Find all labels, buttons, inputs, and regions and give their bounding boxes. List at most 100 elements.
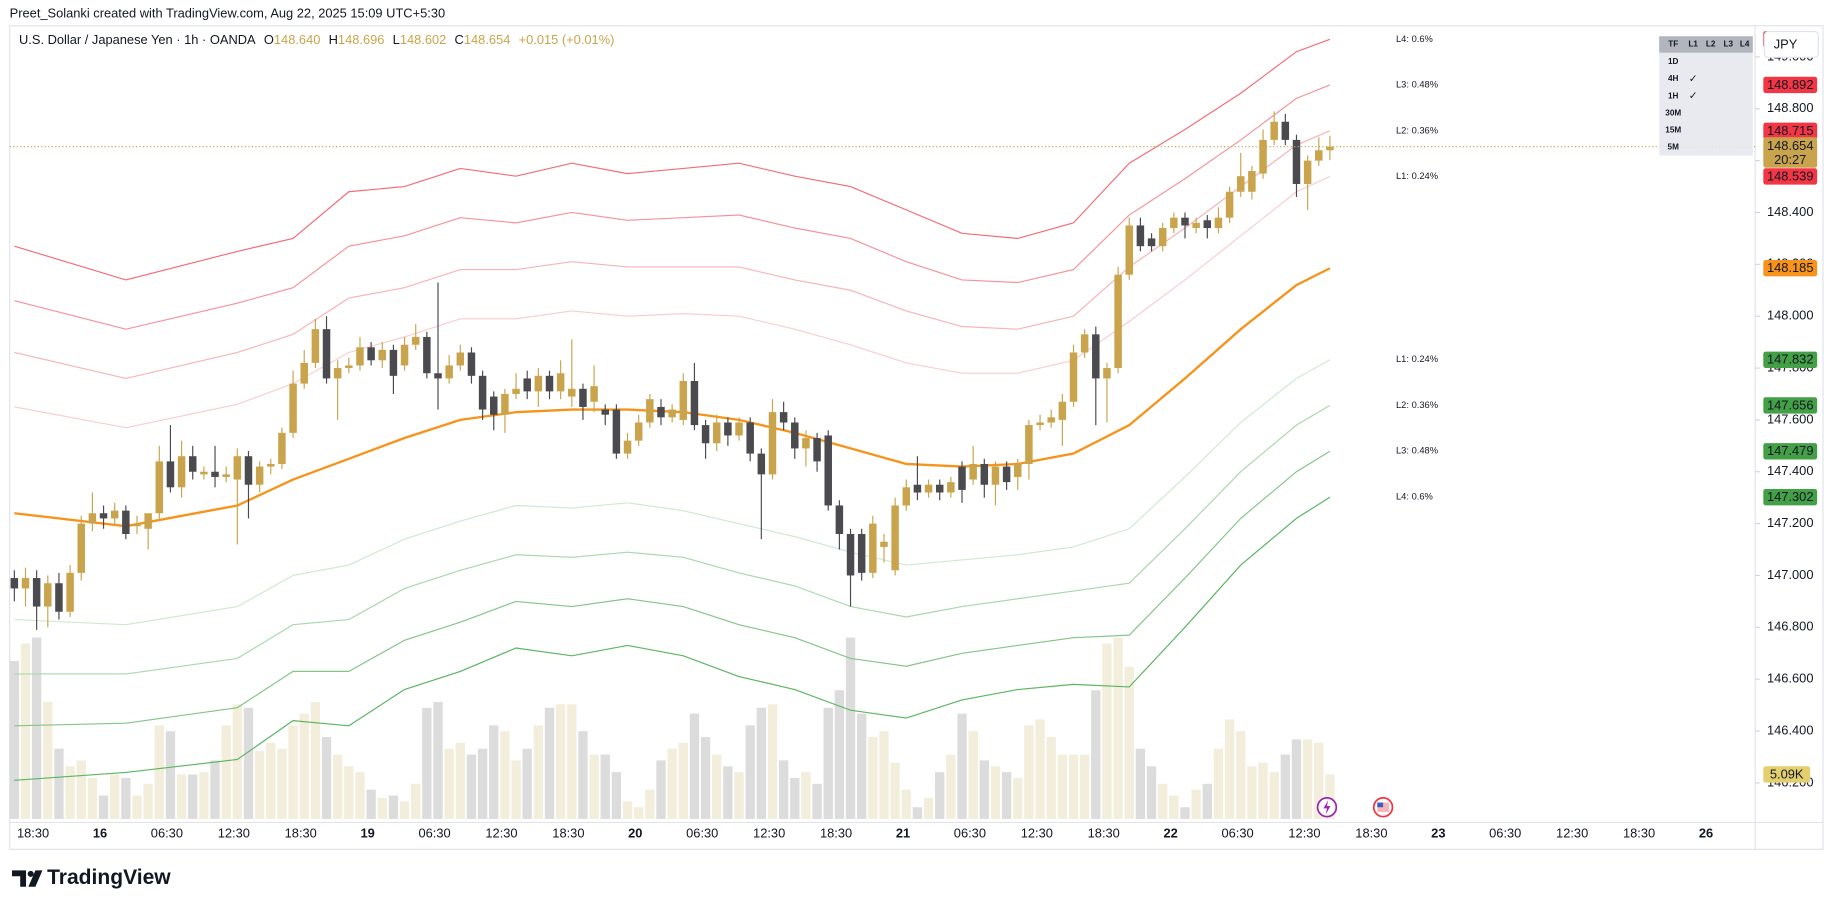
volume-bar (87, 777, 98, 819)
x-tick-label: 12:30 (1021, 826, 1053, 841)
volume-bar (43, 701, 53, 819)
candle-body (1158, 228, 1167, 247)
candle-body (356, 347, 364, 366)
candle-body (556, 373, 565, 392)
candle-body (824, 435, 832, 506)
volume-bar (879, 731, 889, 819)
volume-bar (500, 731, 510, 819)
volume-bar (856, 713, 867, 819)
candle-body (1002, 466, 1011, 483)
candle-body (110, 510, 119, 519)
volume-bar (979, 760, 989, 819)
volume-bar (210, 760, 220, 819)
band-label: L3: 0.48% (1396, 79, 1438, 89)
band-badge: 148.892 (1767, 77, 1813, 92)
volume-bar (511, 760, 521, 819)
volume-bar (76, 760, 86, 819)
candle-body (991, 466, 1000, 485)
volume-bar (778, 760, 789, 819)
x-tick-label: 23 (1431, 826, 1445, 841)
y-tick-label: 148.800 (1767, 100, 1813, 115)
candle-body (1014, 463, 1022, 477)
x-tick-label: 18:30 (552, 826, 584, 841)
volume-badge: 5.09K (1770, 766, 1804, 781)
volume-bar (912, 807, 923, 819)
volume-bar (165, 731, 176, 819)
volume-bar (288, 725, 298, 819)
volume-bar (622, 801, 633, 819)
x-tick-label: 06:30 (418, 826, 450, 841)
candle-body (478, 375, 487, 410)
volume-bar (20, 643, 31, 819)
candle-body (891, 505, 899, 571)
candle-body (1069, 352, 1078, 402)
volume-bar (868, 737, 878, 819)
band-line (14, 450, 1331, 727)
volume-bar (834, 690, 845, 819)
legend-change: +0.015 (+0.01%) (519, 32, 615, 47)
volume-badge-bg (1763, 766, 1811, 783)
candle-body (1080, 334, 1089, 353)
volume-bar (143, 783, 153, 819)
candle-body (1203, 220, 1212, 229)
volume-bar (388, 795, 399, 819)
candle-body (378, 349, 387, 361)
band-line (14, 38, 1331, 281)
volume-bar (667, 748, 677, 819)
volume-bar (1091, 690, 1101, 819)
volume-bar (1325, 774, 1335, 819)
candle-body (1092, 334, 1100, 379)
candle-body (1114, 274, 1122, 369)
band-label: L1: 0.24% (1396, 354, 1438, 364)
candle-body (902, 487, 911, 506)
volume-bar (121, 777, 131, 819)
candle-body (255, 466, 264, 485)
volume-bar (9, 660, 20, 819)
y-tick-label: 148.000 (1767, 308, 1813, 323)
jpy-button-bg[interactable] (1763, 31, 1819, 58)
candle-body (1315, 150, 1323, 161)
volume-bar (723, 766, 733, 819)
tf-check: ✓ (1689, 90, 1698, 102)
symbol-legend: U.S. Dollar / Japanese Yen · 1h · OANDA … (19, 32, 614, 47)
band-badge-bg (1763, 351, 1818, 368)
legend-value: 148.602 (400, 32, 446, 47)
candle-body (924, 484, 933, 493)
volume-bar (1269, 772, 1279, 819)
badges-layer: 149.068148.892148.715148.539147.832147.6… (1763, 31, 1818, 783)
candle-body (333, 368, 342, 379)
candle-body (200, 471, 208, 475)
volume-bar (466, 754, 477, 819)
y-tick-label: 146.400 (1767, 722, 1813, 737)
y-tick-label: 147.600 (1767, 411, 1813, 426)
volume-bar (645, 789, 655, 819)
candle-body (467, 352, 476, 376)
band-label: L1: 0.24% (1396, 171, 1438, 181)
candle-body (278, 432, 286, 464)
brand-logo: TradingView (12, 866, 171, 889)
volume-bar (812, 783, 822, 819)
jpy-button[interactable]: JPY (1763, 31, 1819, 58)
candle-body (1025, 425, 1033, 464)
candle-body (1036, 422, 1044, 426)
tf-header: L2 (1706, 40, 1716, 49)
volume-bar (433, 701, 443, 819)
volume-bar (522, 748, 532, 819)
x-tick-label: 19 (360, 826, 374, 841)
band-line (14, 404, 1331, 675)
candle-body (44, 583, 52, 607)
brand-glyph (27, 870, 34, 877)
tf-row-label: 5M (1668, 143, 1680, 152)
brand: TradingView (47, 866, 171, 889)
x-tick-label: 12:30 (485, 826, 517, 841)
currency[interactable]: JPY (1774, 36, 1798, 51)
candle-body (21, 578, 30, 589)
x-tick-label: 06:30 (151, 826, 183, 841)
volume-bar (957, 713, 967, 819)
volume-bar (745, 725, 755, 819)
volume-bar (399, 801, 410, 819)
volume-bar (98, 795, 109, 819)
volume-bar (656, 760, 666, 819)
volume-bar (734, 772, 744, 819)
volume-bar (801, 772, 811, 819)
